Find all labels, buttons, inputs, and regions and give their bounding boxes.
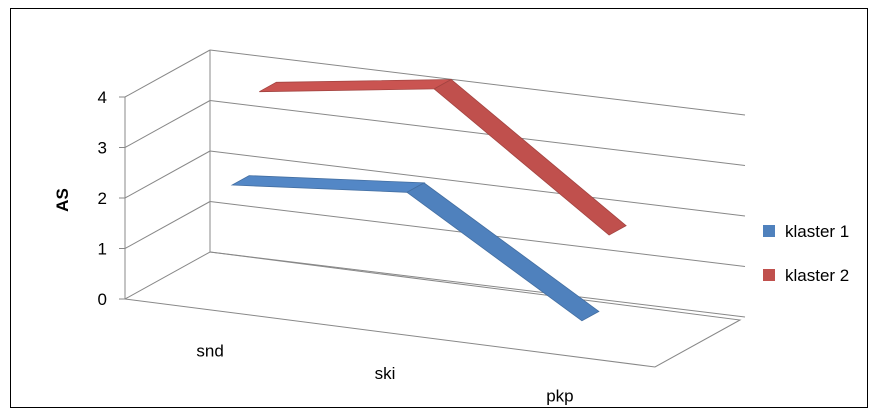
grid-line-back — [209, 251, 746, 318]
legend-label: klaster 1 — [785, 222, 849, 241]
chart-legend: klaster 1 klaster 2 — [763, 222, 849, 285]
chart-series — [230, 79, 627, 322]
y-tick-label: 2 — [98, 189, 107, 208]
x-tick-label: pkp — [546, 386, 573, 405]
chart-grid — [123, 49, 746, 368]
grid-line-back — [209, 100, 746, 166]
legend-swatch — [763, 225, 775, 237]
series-segment — [406, 182, 600, 322]
chart-axes — [119, 50, 211, 300]
floor-outline — [123, 251, 742, 368]
grid-line-side — [124, 150, 211, 199]
y-axis-title: AS — [53, 188, 72, 212]
grid-line-back — [209, 150, 746, 217]
grid-line-back — [209, 49, 746, 116]
grid-line-side — [124, 100, 211, 148]
series-segment — [259, 79, 452, 93]
y-tick-label: 3 — [98, 139, 107, 158]
grid-line-side — [124, 201, 211, 249]
series-segment — [230, 175, 426, 193]
y-tick-label: 0 — [98, 290, 107, 309]
x-tick-label: snd — [196, 342, 223, 361]
y-tick-label: 4 — [98, 88, 107, 107]
x-tick-label: ski — [375, 364, 396, 383]
series-segment — [433, 79, 627, 236]
grid-line-side — [124, 49, 211, 98]
legend-swatch — [763, 269, 775, 281]
chart-labels: 0 1 2 3 4 snd ski pkp — [98, 88, 574, 405]
legend-label: klaster 2 — [785, 266, 849, 285]
y-tick-label: 1 — [98, 240, 107, 259]
